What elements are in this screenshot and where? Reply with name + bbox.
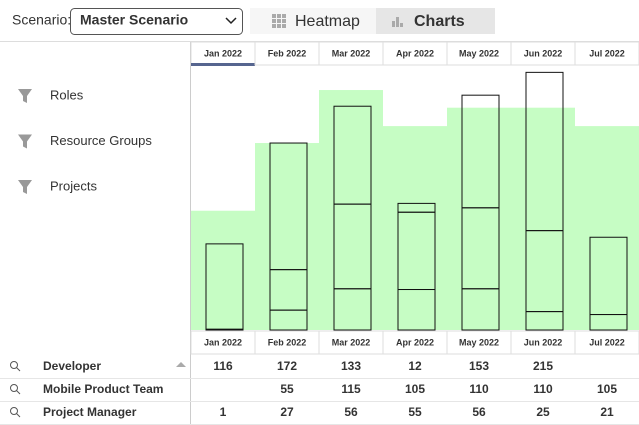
capacity [575,126,639,330]
row-label: Project Manager [43,405,137,419]
cell-value: 215 [533,359,553,373]
cell-value: 21 [600,405,614,419]
zoom-icon [16,413,21,418]
chart: Jan 2022 Feb 2022 Mar 2022 Apr 2022 May 2022… [190,41,639,355]
tabs: Heatmap Charts [250,8,495,34]
month-label[interactable]: Jun 2022 [524,48,563,58]
table: Developer 116 172 133 12 153 215 Mobile Product… [0,359,639,425]
month-label[interactable]: Feb 2022 [268,337,307,347]
cell-value: 110 [533,382,553,396]
filter-icon [18,180,32,194]
zoom-icon[interactable] [10,361,18,369]
capacity [383,126,447,330]
month-label[interactable]: Jul 2022 [589,337,625,347]
cell-value: 116 [213,359,233,373]
bar-segment [205,243,244,330]
heatmap-icon [272,14,276,18]
select-arrow [225,17,237,25]
month-label[interactable]: May 2022 [459,337,499,347]
month-header [574,330,639,355]
tab[interactable] [376,8,495,34]
chart-icon [400,23,403,27]
filter-label[interactable]: Projects [50,178,97,193]
month-label[interactable]: Apr 2022 [396,48,434,58]
chart-icon [392,21,395,27]
row-label: Developer [43,359,101,373]
heatmap-icon [272,19,276,23]
heatmap-icon [277,14,281,18]
heatmap-icon [282,24,286,28]
month-label[interactable]: Jan 2022 [204,48,242,58]
zoom-icon[interactable] [10,407,18,415]
month-label[interactable]: Apr 2022 [396,337,434,347]
heatmap-icon [277,24,281,28]
zoom-icon [16,390,21,395]
month-header [574,41,639,66]
heatmap-icon [282,19,286,23]
cell-value: 153 [469,359,489,373]
bar-segment [397,202,436,213]
capacity [255,143,319,330]
cell-value: 105 [405,382,425,396]
filter-label[interactable]: Resource Groups [50,133,152,148]
cell-value: 56 [472,405,486,419]
chart-icon [396,17,399,27]
month-label[interactable]: Feb 2022 [268,48,307,58]
month-label[interactable]: Jan 2022 [204,337,242,347]
cell-value: 105 [597,382,617,396]
tab[interactable] [250,8,376,34]
cell-value: 133 [341,359,361,373]
month-label[interactable]: Mar 2022 [332,337,371,347]
scenario-value: Master Scenario [80,12,188,28]
row-label: Mobile Product Team [43,382,163,396]
zoom-icon [16,367,21,372]
capacity [191,210,255,330]
bar-segment [589,236,628,316]
filter-icon [18,89,32,103]
capacity [319,90,383,331]
heatmap-icon [277,19,281,23]
selected-month [191,63,255,66]
bar-segment [333,105,372,205]
tab-label: Heatmap [295,13,360,30]
heatmap-icon [272,24,276,28]
cell-value: 110 [469,382,489,396]
cell-value: 172 [277,359,297,373]
filter-label[interactable]: Roles [50,87,84,102]
scenario-label: Scenario: [12,12,71,28]
scenario-select[interactable] [70,8,243,35]
bar-segment [461,94,500,209]
bar-segment [269,142,308,271]
filter-icon [18,134,32,149]
cell-value: 56 [344,405,358,419]
cell-value: 27 [280,405,294,419]
heatmap-icon [282,14,286,18]
cell-value: 12 [408,359,422,373]
filters: Roles Resource Groups Projects [18,87,152,194]
cell-value: 55 [280,382,294,396]
cell-value: 55 [408,405,422,419]
tab-label: Charts [414,13,465,30]
cell-value: 115 [341,382,361,396]
month-label[interactable]: Mar 2022 [332,48,371,58]
month-label[interactable]: Jul 2022 [589,48,625,58]
scroll-arrow[interactable] [176,362,186,367]
month-label[interactable]: May 2022 [459,48,499,58]
cell-value: 1 [220,405,227,419]
month-label[interactable]: Jun 2022 [524,337,563,347]
zoom-icon[interactable] [10,384,18,392]
capacity [511,107,575,330]
bar-segment [525,71,564,232]
cell-value: 25 [536,405,550,419]
capacity [447,107,511,330]
